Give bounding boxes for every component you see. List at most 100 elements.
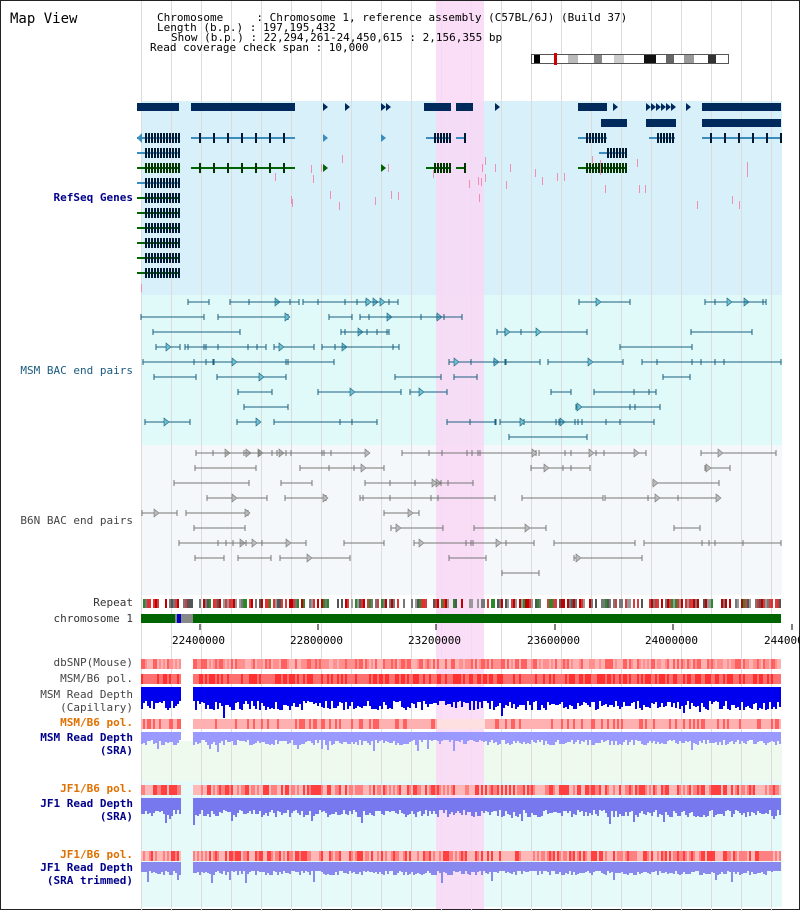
dbsnp-heat [289, 659, 291, 669]
jf1-sra-depth-bar [481, 798, 483, 811]
msm-b6-pol-sra-heat [169, 719, 171, 729]
msm-b6-pol-sra-heat [231, 719, 233, 729]
jf1-read-depth-trimmed-label[interactable]: JF1 Read Depth [40, 861, 133, 874]
gene-model[interactable] [702, 119, 781, 127]
jf1-read-depth-sra-label[interactable]: JF1 Read Depth [40, 797, 133, 810]
dbsnp-heat [635, 659, 637, 669]
jf1-trimmed-depth-bar [535, 862, 537, 871]
msm-b6-pol-sra-heat [581, 719, 583, 729]
jf1-b6-pol-trim-heat [311, 851, 313, 861]
gene-exon [241, 163, 243, 173]
msm-sra-depth-bar [725, 732, 727, 745]
msm-sra-depth-bar [311, 732, 313, 743]
gene-model[interactable] [191, 103, 295, 111]
jf1-trimmed-depth-bar [495, 862, 497, 872]
dbsnp-heat [533, 659, 535, 669]
b6n-bac-label[interactable]: B6N BAC end pairs [20, 514, 133, 527]
msm-capillary-depth-bar [263, 687, 265, 706]
jf1-trimmed-depth-bar [729, 862, 731, 872]
jf1-sra-depth-bar [597, 798, 599, 816]
gene-model[interactable] [601, 119, 627, 127]
msm-read-depth-capillary-label[interactable]: MSM Read Depth [40, 688, 133, 701]
msm-b6-pol-label[interactable]: MSM/B6 pol. [60, 672, 133, 685]
gene-model[interactable] [702, 137, 781, 139]
msm-b6-pol-heat [425, 674, 427, 684]
gene-model[interactable] [456, 137, 466, 139]
dbsnp-heat [395, 659, 397, 669]
msm-capillary-depth-bar [553, 687, 555, 704]
msm-capillary-depth-bar [525, 687, 527, 710]
msm-sra-depth-bar [249, 732, 251, 745]
msm-sra-depth-bar [537, 732, 539, 740]
jf1-trimmed-depth-bar [223, 862, 225, 871]
dbsnp-heat [341, 659, 343, 669]
dbsnp-heat [165, 659, 167, 669]
repeat-segment [501, 599, 503, 608]
gene-exon [151, 223, 153, 233]
msm-sra-depth-bar [267, 732, 269, 744]
jf1-trimmed-depth-bar [339, 862, 341, 871]
msm-capillary-depth-bar [249, 687, 251, 709]
msm-sra-depth-bar [683, 732, 685, 743]
jf1-b6-pol-heat [261, 785, 263, 795]
gene-model[interactable] [456, 103, 473, 111]
jf1-trimmed-depth-bar [659, 862, 661, 871]
jf1-sra-depth-bar [769, 798, 771, 810]
dbsnp-heat [443, 659, 445, 669]
msm-b6-pol-sra-heat [667, 719, 669, 729]
gene-exon [166, 148, 168, 158]
msm-bac-label[interactable]: MSM BAC end pairs [20, 364, 133, 377]
dbsnp-heat [545, 659, 547, 669]
msm-b6-pol-heat [161, 674, 163, 684]
dbsnp-heat [433, 659, 435, 669]
jf1-b6-pol-trim-heat [449, 851, 451, 861]
repeat-segment [709, 599, 711, 608]
jf1-b6-pol-heat [727, 785, 729, 795]
msm-b6-pol-sra-heat [247, 719, 249, 729]
dbsnp-label[interactable]: dbSNP(Mouse) [53, 656, 133, 669]
dbsnp-heat [677, 659, 679, 669]
msm-capillary-depth-bar [587, 687, 589, 705]
jf1-b6-pol-heat [201, 785, 203, 795]
jf1-sra-depth-bar [233, 798, 235, 815]
msm-sra-depth-bar [421, 732, 423, 742]
msm-b6-pol-heat [741, 674, 743, 684]
selected-region-highlight[interactable] [436, 1, 484, 909]
msm-sra-depth-bar [547, 732, 549, 744]
dbsnp-heat [537, 659, 539, 669]
jf1-b6-pol-heat [347, 785, 349, 795]
jf1-sra-depth-bar [761, 798, 763, 814]
msm-sra-depth-bar [563, 732, 565, 744]
refseq-genes-label[interactable]: RefSeq Genes [53, 191, 133, 204]
gene-model[interactable] [424, 103, 451, 111]
msm-b6-pol-sra-heat [695, 719, 697, 729]
jf1-b6-pol-trim-heat [331, 851, 333, 861]
jf1-b6-pol-trimmed-label[interactable]: JF1/B6 pol. [60, 848, 133, 861]
jf1-b6-pol-label[interactable]: JF1/B6 pol. [60, 782, 133, 795]
msm-capillary-depth-bar [455, 687, 457, 708]
msm-capillary-depth-bar [407, 687, 409, 707]
msm-sra-depth-bar [715, 732, 717, 742]
chromosome-bar[interactable] [141, 614, 781, 623]
gene-model[interactable] [702, 103, 781, 111]
jf1-b6-pol-heat [271, 785, 273, 795]
msm-b6-pol-sra-heat [291, 719, 293, 729]
msm-b6-pol-sra-heat [635, 719, 637, 729]
msm-b6-pol-heat [727, 674, 729, 684]
jf1-sra-depth-bar [763, 798, 765, 814]
repeat-segment [755, 599, 757, 608]
msm-sra-depth-bar [733, 732, 735, 744]
gene-model[interactable] [137, 103, 179, 111]
chromosome-ideogram[interactable] [531, 53, 729, 65]
msm-b6-pol-heat [225, 674, 227, 684]
msm-b6-pol-heat [607, 674, 609, 684]
gene-model[interactable] [646, 119, 676, 127]
gene-model[interactable] [578, 103, 607, 111]
msm-read-depth-sra-label[interactable]: MSM Read Depth [40, 731, 133, 744]
jf1-b6-pol-trim-heat [569, 851, 571, 861]
gene-model[interactable] [456, 167, 466, 169]
gene-exon [148, 178, 150, 188]
msm-b6-pol-sra-label[interactable]: MSM/B6 pol. [60, 716, 133, 729]
msm-sra-depth-bar [193, 732, 195, 745]
